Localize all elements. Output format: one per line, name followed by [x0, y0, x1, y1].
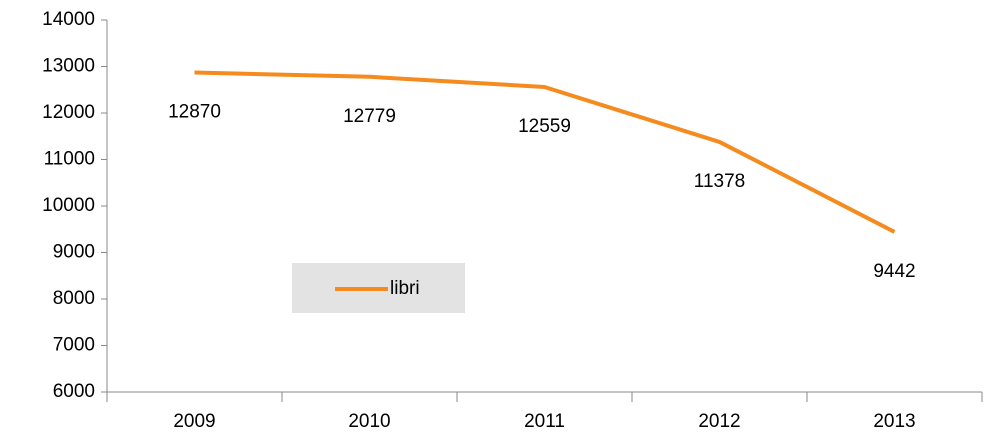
y-tick-label: 13000: [42, 56, 95, 77]
data-label: 11378: [694, 171, 745, 192]
y-tick-label: 10000: [42, 195, 95, 216]
data-label: 12779: [343, 106, 396, 127]
x-tick-label: 2013: [873, 411, 915, 432]
line: [194, 70, 896, 234]
y-tick-label: 9000: [53, 242, 95, 263]
x-tick-label: 2010: [348, 411, 390, 432]
y-tick-label: 11000: [44, 149, 95, 170]
legend-label: libri: [390, 278, 420, 299]
y-tick-label: 7000: [53, 335, 95, 356]
data-label: 9442: [873, 261, 915, 282]
data-label: 12559: [518, 116, 571, 137]
x-tick-label: 2009: [173, 411, 215, 432]
y-tick-label: 12000: [42, 102, 95, 123]
y-tick-label: 8000: [53, 288, 95, 309]
x-tick-label: 2012: [698, 411, 740, 432]
y-tick-label: 14000: [42, 9, 95, 30]
data-label: 12870: [168, 102, 221, 123]
y-tick-label: 6000: [53, 381, 95, 402]
x-tick-label: 2011: [524, 411, 565, 432]
